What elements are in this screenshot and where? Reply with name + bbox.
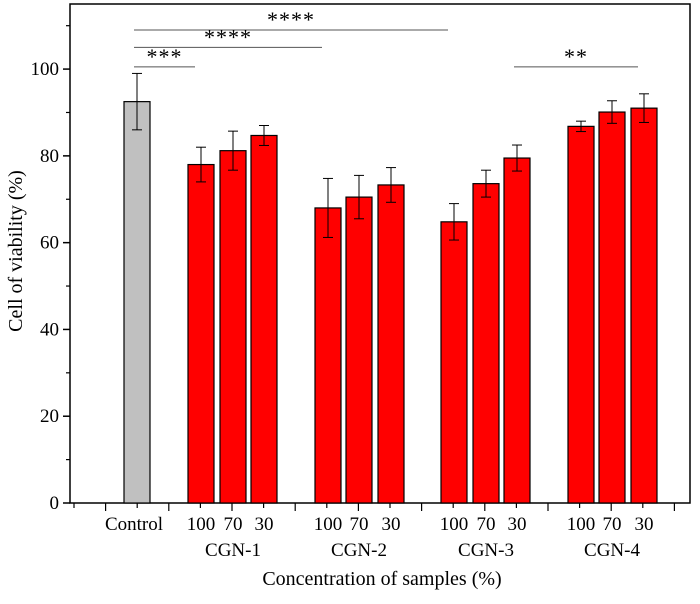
y-tick-label: 100 xyxy=(31,59,60,80)
group-label: CGN-2 xyxy=(331,540,387,561)
x-tick-label: 30 xyxy=(508,514,527,535)
y-axis-title: Cell of viability (%) xyxy=(5,170,27,332)
bar xyxy=(377,184,405,504)
group-label: CGN-4 xyxy=(584,540,640,561)
x-tick-label: Control xyxy=(105,514,163,535)
bar xyxy=(472,183,500,504)
y-axis: 0 20 40 60 80 100 xyxy=(31,25,70,514)
bar xyxy=(250,134,278,504)
significance-label: ** xyxy=(564,44,588,69)
significance-annotations: *********** ** xyxy=(134,7,638,69)
group-label: CGN-3 xyxy=(458,540,514,561)
y-tick-label: 60 xyxy=(40,233,59,254)
x-tick-label: 70 xyxy=(350,514,369,535)
x-tick-label: 70 xyxy=(477,514,496,535)
bar xyxy=(314,207,342,504)
x-axis: Control 100 70 30 100 70 30 100 70 30 100 70 30 CGN-1… xyxy=(73,503,676,561)
significance-label: *** xyxy=(147,44,183,69)
bar xyxy=(598,111,626,504)
y-tick-label: 20 xyxy=(40,406,59,427)
bar xyxy=(440,221,468,504)
x-tick-label: 30 xyxy=(255,514,274,535)
significance-label: **** xyxy=(204,24,252,49)
bar xyxy=(503,157,531,504)
x-tick-label: 30 xyxy=(635,514,654,535)
x-tick-label: 100 xyxy=(314,514,343,535)
x-tick-label: 30 xyxy=(382,514,401,535)
significance-label: **** xyxy=(267,7,315,32)
y-tick-label: 40 xyxy=(40,319,59,340)
bar xyxy=(630,107,658,504)
x-tick-label: 70 xyxy=(603,514,622,535)
bar xyxy=(567,125,595,504)
group-label: CGN-1 xyxy=(205,540,261,561)
x-tick-label: 100 xyxy=(440,514,469,535)
bar xyxy=(345,196,373,504)
x-tick-label: 100 xyxy=(567,514,596,535)
x-tick-label: 100 xyxy=(187,514,216,535)
x-axis-title: Concentration of samples (%) xyxy=(262,568,501,590)
bar xyxy=(219,150,247,504)
x-tick-label: 70 xyxy=(224,514,243,535)
bars xyxy=(123,72,658,504)
bar xyxy=(187,163,215,504)
bar xyxy=(123,101,151,504)
y-tick-label: 0 xyxy=(50,493,60,514)
y-tick-label: 80 xyxy=(40,146,59,167)
